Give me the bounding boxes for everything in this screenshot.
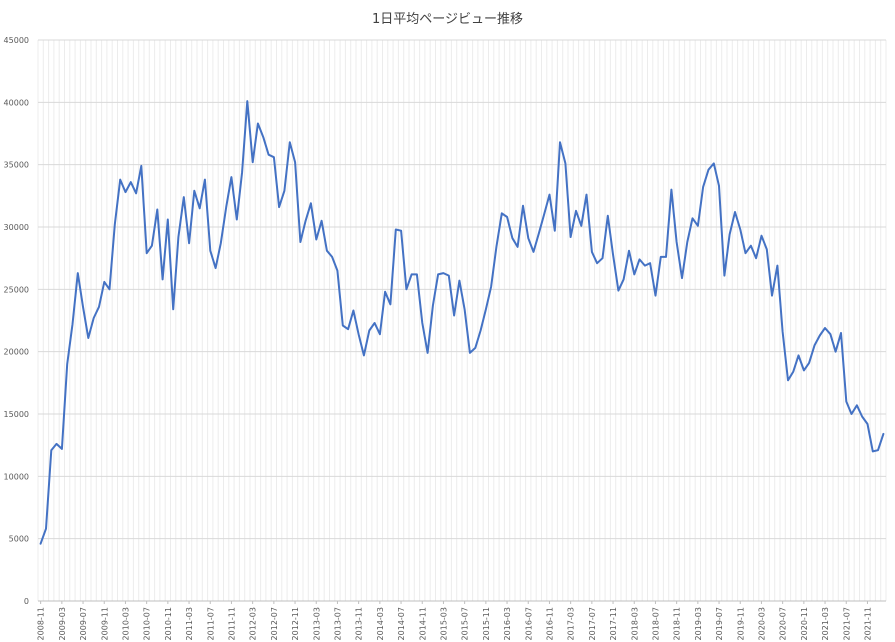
x-tick-label: 2009-07 (79, 607, 88, 640)
x-tick-label: 2011-03 (185, 607, 194, 640)
x-tick-label: 2017-07 (588, 607, 597, 640)
series-line (39, 100, 885, 545)
x-tick-label: 2021-03 (821, 607, 830, 640)
x-tick-label: 2010-07 (143, 607, 152, 640)
x-tick-label: 2018-11 (673, 607, 682, 640)
x-tick-label: 2009-03 (58, 607, 67, 640)
x-tick-label: 2014-11 (418, 607, 427, 640)
x-tick-label: 2016-07 (524, 607, 533, 640)
x-tick-label: 2010-11 (164, 607, 173, 640)
x-tick-label: 2013-07 (333, 607, 342, 640)
x-tick-label: 2013-03 (312, 607, 321, 640)
y-tick-label: 35000 (4, 161, 29, 170)
x-tick-label: 2012-11 (291, 607, 300, 640)
x-tick-label: 2021-07 (842, 607, 851, 640)
x-tick-label: 2020-03 (757, 607, 766, 640)
x-tick-label: 2017-03 (567, 607, 576, 640)
x-tick-label: 2014-07 (397, 607, 406, 640)
y-tick-label: 30000 (4, 223, 29, 232)
y-tick-label: 25000 (4, 285, 29, 294)
chart-title: 1日平均ページビュー推移 (371, 12, 523, 27)
x-tick-label: 2018-07 (651, 607, 660, 640)
x-tick-label: 2018-03 (630, 607, 639, 640)
y-tick-label: 5000 (9, 535, 29, 544)
x-tick-label: 2019-03 (694, 607, 703, 640)
x-tick-label: 2020-07 (779, 607, 788, 640)
x-tick-label: 2015-07 (461, 607, 470, 640)
y-tick-label: 45000 (4, 36, 29, 45)
x-tick-label: 2011-11 (227, 607, 236, 640)
y-tick-label: 0 (24, 597, 29, 606)
x-tick-label: 2008-11 (37, 607, 46, 640)
x-tick-label: 2021-11 (863, 607, 872, 640)
x-tick-label: 2016-11 (545, 607, 554, 640)
x-tick-label: 2020-11 (800, 607, 809, 640)
y-tick-label: 40000 (4, 98, 29, 107)
x-tick-label: 2010-03 (121, 607, 130, 640)
x-tick-label: 2019-11 (736, 607, 745, 640)
x-tick-label: 2012-07 (270, 607, 279, 640)
x-tick-label: 2015-11 (482, 607, 491, 640)
x-tick-label: 2011-07 (206, 607, 215, 640)
x-tick-label: 2019-07 (715, 607, 724, 640)
x-tick-label: 2015-03 (439, 607, 448, 640)
x-tick-label: 2009-11 (100, 607, 109, 640)
y-tick-label: 15000 (4, 410, 29, 419)
x-tick-label: 2012-03 (249, 607, 258, 640)
y-tick-label: 20000 (4, 348, 29, 357)
y-tick-label: 10000 (4, 472, 29, 481)
x-tick-label: 2016-03 (503, 607, 512, 640)
x-tick-label: 2014-03 (376, 607, 385, 640)
x-tick-label: 2017-11 (609, 607, 618, 640)
x-tick-label: 2013-11 (355, 607, 364, 640)
